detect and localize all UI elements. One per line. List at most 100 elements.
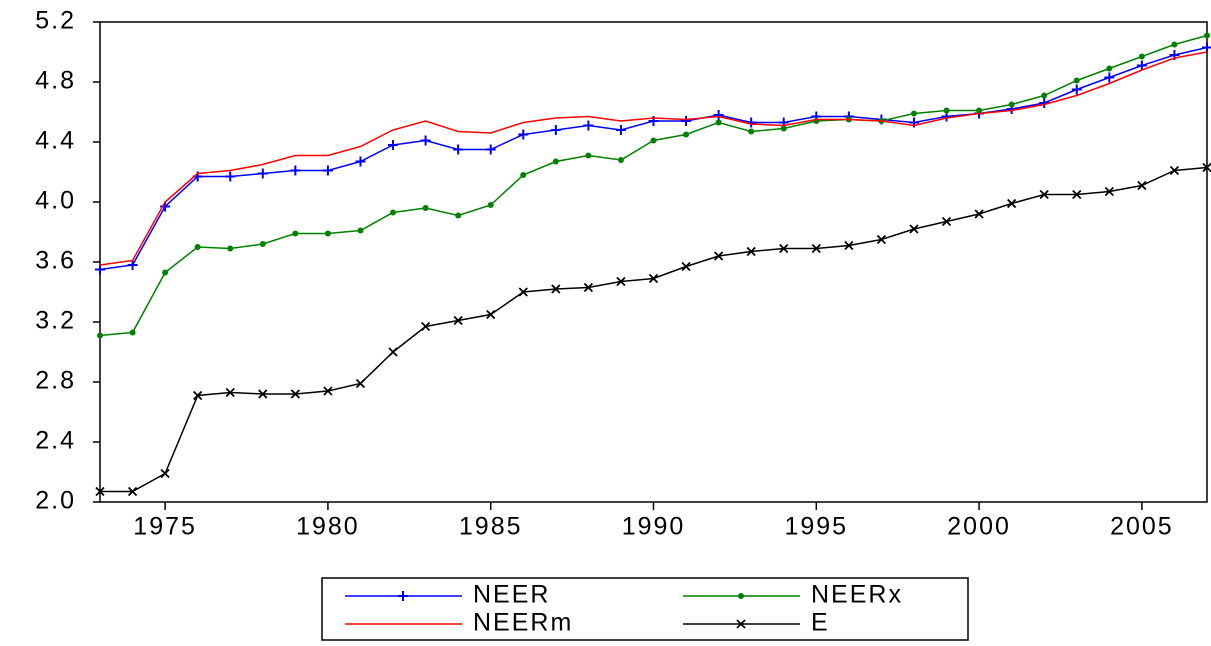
data-point — [844, 240, 854, 251]
data-point — [1071, 84, 1082, 95]
series-line — [99, 51, 1208, 266]
data-point — [97, 332, 103, 339]
data-point — [585, 152, 592, 159]
data-point — [487, 202, 494, 208]
x-tick-label: 1990 — [622, 513, 686, 541]
data-point — [1171, 41, 1178, 48]
data-point — [422, 205, 429, 211]
data-point — [681, 261, 691, 272]
data-point — [976, 107, 983, 114]
data-point — [225, 171, 236, 182]
data-point — [290, 389, 300, 399]
data-point — [420, 321, 431, 332]
y-tick-label: 4.4 — [35, 127, 76, 155]
data-point — [1106, 65, 1113, 72]
x-tick-label: 1975 — [133, 513, 197, 541]
y-tick-label: 4.8 — [35, 67, 76, 95]
data-point — [616, 276, 626, 287]
data-point — [129, 329, 136, 336]
data-point — [227, 245, 234, 252]
data-point — [1202, 162, 1211, 173]
series-line — [99, 46, 1208, 271]
legend-marker — [736, 619, 746, 629]
data-point — [811, 243, 821, 254]
data-point — [225, 387, 235, 398]
data-point — [551, 284, 561, 294]
data-point — [453, 144, 464, 155]
data-point — [258, 389, 268, 399]
data-point — [388, 347, 398, 357]
data-point — [1008, 101, 1015, 108]
data-point — [713, 110, 724, 120]
data-point — [715, 119, 722, 126]
data-point — [748, 128, 755, 135]
y-tick-label: 2.0 — [35, 487, 76, 515]
data-point — [1136, 60, 1147, 71]
series-line — [100, 166, 1208, 493]
data-point — [127, 486, 138, 497]
plot-frame — [99, 21, 1208, 503]
data-point — [95, 264, 105, 275]
data-point — [746, 246, 756, 257]
data-point — [713, 251, 724, 261]
data-point — [290, 165, 301, 176]
data-point — [943, 107, 950, 114]
series-line — [99, 34, 1208, 337]
legend-marker — [398, 591, 408, 601]
y-tick-label: 4.0 — [35, 187, 76, 215]
legend-box — [321, 577, 969, 641]
data-point — [518, 129, 529, 140]
data-point — [292, 230, 299, 237]
data-point — [1137, 180, 1147, 191]
data-point — [1138, 53, 1145, 60]
data-point — [520, 172, 527, 178]
legend-label: E — [811, 609, 830, 637]
data-point — [780, 125, 787, 132]
y-tick-label: 3.2 — [35, 307, 76, 335]
data-point — [648, 273, 659, 284]
data-point — [876, 234, 887, 245]
data-point — [485, 144, 496, 155]
legend-label: NEERx — [811, 581, 903, 609]
data-point — [910, 110, 917, 117]
data-point — [193, 390, 203, 401]
x-tick-label: 2000 — [947, 513, 1011, 541]
data-point — [323, 386, 333, 396]
data-point — [941, 216, 952, 227]
data-point — [1104, 72, 1115, 83]
x-tick-label: 1980 — [296, 513, 360, 541]
data-point — [95, 486, 105, 497]
data-point — [162, 269, 169, 276]
data-point — [650, 137, 657, 144]
y-tick-label: 3.6 — [35, 247, 76, 275]
data-point — [779, 243, 789, 254]
data-point — [1204, 32, 1210, 39]
data-point — [1202, 42, 1211, 53]
data-point — [257, 168, 268, 179]
data-point — [160, 468, 170, 479]
data-point — [583, 120, 594, 131]
data-point — [322, 165, 333, 176]
data-point — [355, 156, 366, 167]
legend-marker — [738, 593, 744, 599]
data-point — [420, 135, 431, 146]
data-point — [486, 309, 496, 320]
data-point — [1072, 189, 1082, 200]
data-point — [127, 260, 138, 270]
data-point — [388, 140, 399, 150]
legend-label: NEERm — [473, 609, 573, 637]
x-tick-label: 1995 — [784, 513, 848, 541]
data-point — [355, 378, 366, 389]
data-point — [455, 212, 462, 219]
y-tick-label: 2.8 — [35, 367, 76, 395]
data-point — [909, 224, 919, 234]
data-point — [390, 209, 397, 216]
x-tick-label: 2005 — [1110, 513, 1174, 541]
data-point — [518, 287, 528, 297]
y-tick-label: 2.4 — [35, 427, 76, 455]
data-point — [259, 241, 266, 247]
data-point — [194, 244, 201, 250]
data-point — [357, 227, 364, 234]
x-tick-label: 1985 — [459, 513, 523, 541]
data-point — [324, 230, 331, 237]
